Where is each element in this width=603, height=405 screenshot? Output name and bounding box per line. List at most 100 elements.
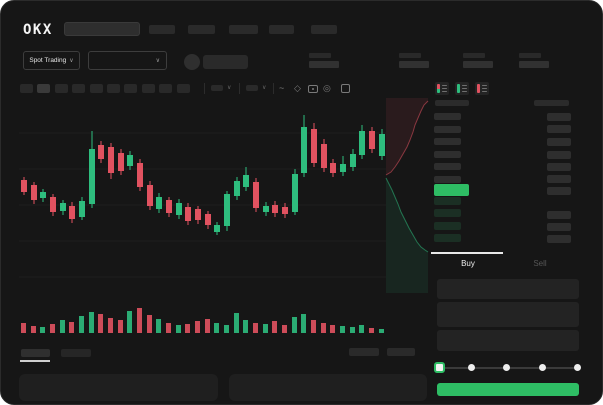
strip <box>437 84 440 93</box>
volume-bar <box>340 326 345 333</box>
lines <box>462 84 467 93</box>
timeframe-button[interactable] <box>72 84 86 93</box>
candle <box>79 201 85 217</box>
bottom-action-placeholder[interactable] <box>387 348 415 356</box>
settings-icon[interactable]: ◎ <box>323 83 331 93</box>
ask-price-cell[interactable] <box>434 176 461 183</box>
timeframe-button[interactable] <box>89 84 103 93</box>
candle <box>359 131 365 155</box>
line-style-icon[interactable]: ~ <box>279 83 285 93</box>
timeframe-button[interactable] <box>20 84 33 93</box>
line <box>462 90 467 93</box>
amount-slider-handle[interactable] <box>434 362 445 373</box>
indicators-icon[interactable]: ◇ <box>294 83 301 93</box>
ask-amount-cell <box>547 163 571 171</box>
candle <box>195 209 201 220</box>
timeframe-button[interactable] <box>124 84 138 93</box>
volume-bar <box>350 327 355 333</box>
tab-order-history[interactable] <box>61 349 91 357</box>
candle <box>40 192 46 198</box>
stat-label <box>309 53 331 58</box>
candle <box>321 144 327 168</box>
volume-bar <box>263 324 268 333</box>
pair-selector-dropdown[interactable]: ∨ <box>88 51 167 70</box>
tab-buy[interactable]: Buy <box>461 259 475 268</box>
last-price-badge[interactable] <box>434 184 469 196</box>
volume-bar <box>292 317 297 333</box>
total-input[interactable] <box>437 330 579 351</box>
timeframe-button[interactable] <box>176 84 190 93</box>
submit-order-button[interactable] <box>437 383 579 396</box>
bottom-action-placeholder[interactable] <box>349 348 379 356</box>
candle <box>330 163 336 173</box>
bid-price-cell[interactable] <box>434 234 461 242</box>
ask-amount-cell <box>547 125 571 133</box>
strip-top <box>437 84 440 89</box>
stat-value <box>399 61 429 68</box>
candle <box>311 129 317 163</box>
volume-bar <box>195 321 200 333</box>
volume-bar <box>69 322 74 333</box>
interval-dropdown[interactable] <box>211 85 223 91</box>
timeframe-button[interactable] <box>54 84 68 93</box>
slider-step-dot[interactable] <box>468 364 475 371</box>
ask-price-cell[interactable] <box>434 138 461 145</box>
volume-bar <box>359 325 364 333</box>
candle <box>379 134 385 156</box>
slider-step-dot[interactable] <box>539 364 546 371</box>
volume-bar <box>253 323 258 333</box>
amount-input[interactable] <box>437 302 579 327</box>
candle <box>243 175 249 187</box>
ask-price-cell[interactable] <box>434 113 461 120</box>
volume-bar <box>321 323 326 333</box>
market-type-dropdown[interactable]: Spot Trading ∨ <box>23 51 80 70</box>
strip <box>457 84 460 93</box>
nav-item[interactable] <box>269 25 294 34</box>
bid-price-cell[interactable] <box>434 197 461 205</box>
timeframe-button[interactable] <box>107 84 120 93</box>
price-input[interactable] <box>437 279 579 299</box>
tab-open-orders[interactable] <box>21 349 50 357</box>
nav-item[interactable] <box>188 25 215 34</box>
okx-logo: OKX <box>23 22 53 38</box>
volume-bar <box>156 319 161 333</box>
slider-step-dot[interactable] <box>503 364 510 371</box>
bid-price-cell[interactable] <box>434 222 461 230</box>
volume-bar <box>147 315 152 333</box>
volume-bar <box>301 314 306 333</box>
chevron-down-icon[interactable]: ∨ <box>227 85 232 91</box>
volume-bar <box>50 324 55 333</box>
strip-bottom <box>437 88 440 93</box>
toolbar-divider <box>273 83 274 94</box>
candle <box>127 155 133 166</box>
volume-bar <box>21 323 26 333</box>
ask-price-cell[interactable] <box>434 163 461 170</box>
nav-item[interactable] <box>229 25 258 34</box>
timeframe-button[interactable] <box>159 84 173 93</box>
ask-price-cell[interactable] <box>434 151 461 158</box>
candle <box>21 180 27 192</box>
stat-value <box>463 61 493 68</box>
chevron-down-icon[interactable]: ∨ <box>262 85 267 91</box>
volume-bar <box>98 314 103 333</box>
camera-icon[interactable] <box>308 85 318 93</box>
nav-item[interactable] <box>149 25 175 34</box>
line <box>462 87 467 90</box>
timeframe-button[interactable] <box>37 84 51 93</box>
orderbook-both-view-icon[interactable] <box>435 82 449 95</box>
tab-sell[interactable]: Sell <box>533 259 547 268</box>
slider-step-dot[interactable] <box>574 364 581 371</box>
strip <box>477 84 480 93</box>
search-input[interactable] <box>64 22 140 36</box>
depth-bids-line <box>385 177 429 253</box>
ask-price-cell[interactable] <box>434 126 461 133</box>
nav-item[interactable] <box>311 25 337 34</box>
orderbook-asks-view-icon[interactable] <box>475 82 489 95</box>
fullscreen-icon[interactable] <box>341 84 350 93</box>
bid-price-cell[interactable] <box>434 209 461 217</box>
stat-label <box>399 53 421 58</box>
strip-top <box>477 84 480 89</box>
timeframe-button[interactable] <box>141 84 155 93</box>
chart-type-dropdown[interactable] <box>246 85 258 91</box>
orderbook-bids-view-icon[interactable] <box>455 82 469 95</box>
